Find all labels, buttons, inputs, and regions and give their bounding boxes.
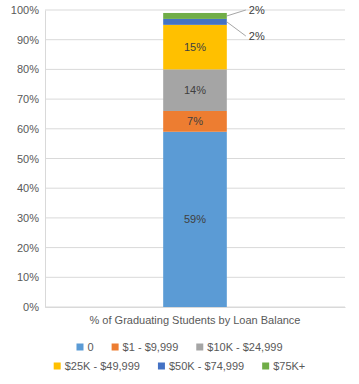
x-tick-label: % of Graduating Students by Loan Balance (90, 314, 301, 326)
y-tick: 40% (17, 182, 45, 194)
y-tick: 30% (17, 212, 45, 224)
legend-item: $50K - $74,999 (158, 360, 244, 372)
data-label: 2% (249, 4, 265, 16)
legend-swatch (196, 344, 203, 351)
legend-row: 0 $1 - $9,999 $10K - $24,999 (76, 341, 282, 353)
y-tick-label: 60% (17, 123, 39, 135)
y-tick-label: 70% (17, 93, 39, 105)
y-tick-label: 100% (11, 4, 39, 16)
data-label: 2% (249, 30, 265, 42)
leader-line (227, 10, 246, 16)
y-tick: 10% (17, 271, 45, 283)
y-tick-label: 10% (17, 271, 39, 283)
y-tick: 60% (17, 123, 45, 135)
bar-segment (163, 132, 227, 307)
bar-segment (163, 19, 227, 25)
x-axis-line (46, 307, 346, 308)
legend-swatch (54, 363, 61, 370)
y-tick-label: 80% (17, 63, 39, 75)
y-tick-label: 40% (17, 182, 39, 194)
legend-swatch (76, 344, 83, 351)
legend-label: 0 (87, 341, 93, 353)
legend-item: 0 (76, 341, 93, 353)
legend-label: $25K - $49,999 (65, 360, 140, 372)
y-tick-label: 50% (17, 153, 39, 165)
bar-segment (163, 69, 227, 111)
bar-segment (163, 25, 227, 70)
y-tick: 0% (23, 301, 45, 313)
legend-swatch (158, 363, 165, 370)
y-tick-label: 30% (17, 212, 39, 224)
y-tick: 100% (11, 4, 45, 16)
chart: 0% 10% 20% 30% 40% 50% 60% 70% 80% 90% 100% % of Gr… (0, 0, 359, 384)
data-label: 7% (187, 115, 203, 127)
legend-label: $50K - $74,999 (169, 360, 244, 372)
grid (45, 10, 345, 307)
legend-item: $75K+ (262, 360, 305, 372)
y-tick: 80% (17, 63, 45, 75)
grid-line (45, 10, 345, 11)
legend-label: $10K - $24,999 (207, 341, 282, 353)
x-tick: % of Graduating Students by Loan Balance (90, 307, 301, 326)
y-tick-label: 0% (23, 301, 39, 313)
legend-item: $1 - $9,999 (112, 341, 179, 353)
data-label: 15% (184, 41, 206, 53)
y-tick-label: 20% (17, 242, 39, 254)
legend-label: $1 - $9,999 (123, 341, 179, 353)
bar-segment (163, 111, 227, 132)
y-axis: 0% 10% 20% 30% 40% 50% 60% 70% 80% 90% 100% (11, 4, 46, 313)
data-label: 59% (184, 213, 206, 225)
y-tick: 70% (17, 93, 45, 105)
x-axis: % of Graduating Students by Loan Balance (46, 307, 346, 326)
bar-segment (163, 13, 227, 19)
y-tick-label: 90% (17, 34, 39, 46)
y-tick: 50% (17, 153, 45, 165)
legend-label: $75K+ (273, 360, 305, 372)
plot-area: 0% 10% 20% 30% 40% 50% 60% 70% 80% 90% 100% % of Gr… (11, 4, 346, 326)
y-axis-line (45, 11, 46, 308)
legend-swatch (262, 363, 269, 370)
data-label: 14% (184, 84, 206, 96)
leader-line (227, 22, 246, 36)
y-tick: 90% (17, 34, 45, 46)
bars (163, 13, 227, 307)
y-tick: 20% (17, 242, 45, 254)
legend-item: $10K - $24,999 (196, 341, 282, 353)
legend: 0 $1 - $9,999 $10K - $24,999 $25K - $49,999… (54, 341, 306, 372)
data-labels: 59% 7% 14% 15% 2% 2% (184, 4, 265, 225)
legend-item: $25K - $49,999 (54, 360, 140, 372)
legend-row: $25K - $49,999 $50K - $74,999 $75K+ (54, 360, 306, 372)
legend-swatch (112, 344, 119, 351)
